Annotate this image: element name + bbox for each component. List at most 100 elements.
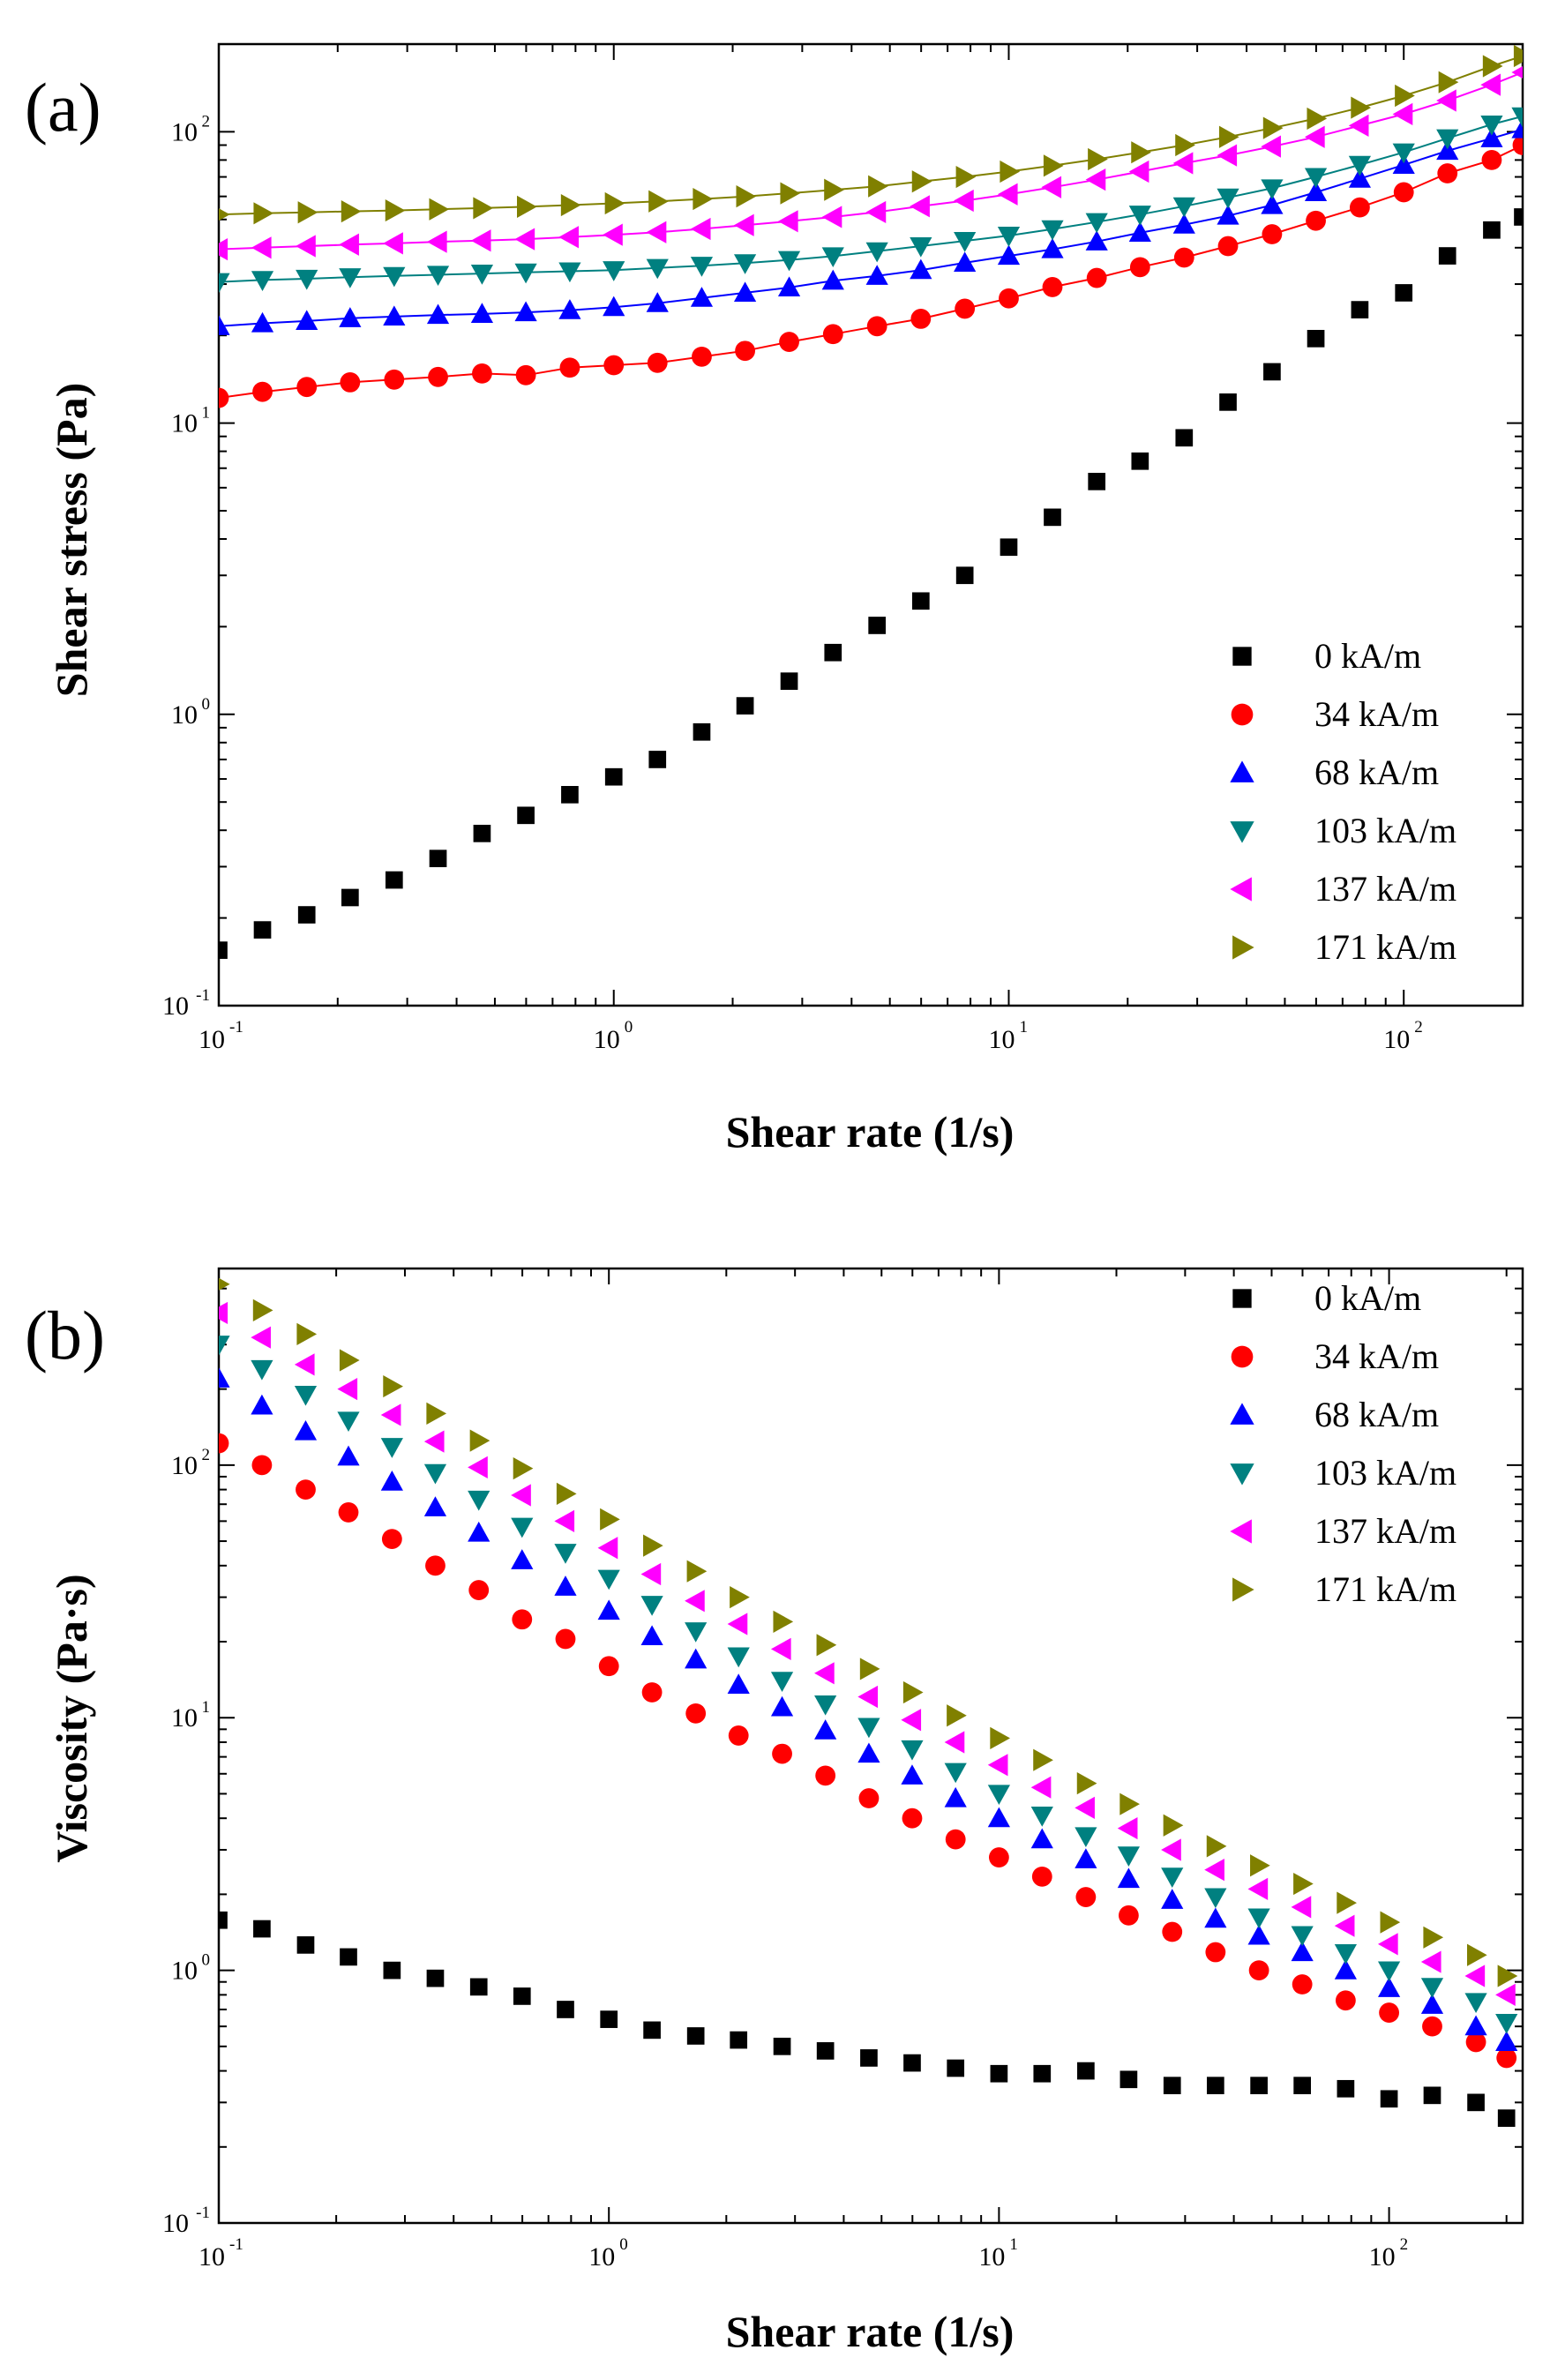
panel-a-series-0-ka-m-point <box>1000 538 1018 557</box>
panel-b-legend-item-137-ka-m-marker <box>1230 1519 1252 1544</box>
panel-b-series-68-ka-m-point <box>857 1742 880 1763</box>
panel-b-legend-item-137-ka-m-label: 137 kA/m <box>1314 1511 1456 1551</box>
panel-a-series-34-ka-m-point <box>603 355 625 376</box>
panel-b-series-137-ka-m-point <box>423 1430 445 1453</box>
panel-a-series-34-ka-m-point <box>1512 135 1523 155</box>
panel-b-series-171-ka-m-point <box>469 1429 490 1452</box>
panel-a-series-68-ka-m-point <box>1217 204 1239 225</box>
panel-a-x-tick-label: 10 <box>988 1025 1015 1054</box>
panel-a-legend: 0 kA/m 34 kA/m 68 kA/m 103 kA/m 137 kA/m 171 … <box>1230 636 1456 967</box>
panel-a-x-tick-label: 10 <box>198 1025 225 1054</box>
panel-a-series-0-ka-m-point <box>297 906 316 924</box>
panel-b-series-34-ka-m-point <box>1496 2047 1517 2069</box>
panel-a-series-34-ka-m-point <box>1393 182 1414 203</box>
panel-a-series-137-ka-m-point <box>1217 144 1238 167</box>
panel-b-series-68-ka-m-point <box>1420 1994 1444 2014</box>
panel-a-series-0-ka-m-point <box>1044 508 1061 527</box>
panel-b-series-137-ka-m-point <box>770 1637 791 1660</box>
panel-a-series-0-ka-m-point <box>868 617 887 634</box>
panel-a-series-137-ka-m-point <box>690 217 711 241</box>
panel-a-series-171-ka-m-point <box>1438 71 1459 94</box>
panel-a-series-0-ka-m-point <box>911 592 930 610</box>
panel-a-y-tick-exponent: -1 <box>196 986 210 1005</box>
panel-b-y-tick-exponent: -1 <box>196 2204 210 2222</box>
panel-b-series-34-ka-m-point <box>296 1479 316 1501</box>
panel-b-series-171-ka-m-point <box>859 1658 880 1680</box>
panel-a-series-103-ka-m-point <box>1041 220 1064 241</box>
panel-b-series-0-ka-m-point <box>643 2021 661 2039</box>
panel-b-series-171-ka-m-point <box>643 1534 663 1557</box>
panel-b-series-103-ka-m-point <box>1420 1978 1444 1998</box>
panel-b-x-tick-label: 10 <box>198 2242 225 2271</box>
panel-a-series-103-ka-m-point <box>1261 179 1284 199</box>
panel-a-series-34-ka-m-point <box>1129 257 1150 278</box>
panel-b-series-34-ka-m-point <box>425 1555 446 1576</box>
panel-b-series-0-ka-m-point <box>1380 2090 1398 2108</box>
panel-a-series-68-ka-m-point <box>954 251 977 272</box>
panel-a-series-137-ka-m-point <box>1511 65 1523 79</box>
panel-a-series-34-ka-m-point <box>296 377 318 398</box>
panel-a-series-0-ka-m-point <box>385 871 403 889</box>
panel-b-series-103-ka-m-point <box>468 1490 490 1511</box>
panel-b-series-103-ka-m-point <box>1117 1846 1140 1867</box>
panel-b-series-34-ka-m-point <box>945 1829 966 1850</box>
panel-a-series-103-ka-m-point <box>219 273 230 294</box>
panel-b-series-0-ka-m-point <box>947 2059 965 2077</box>
panel-b-y-tick-label: 10 <box>171 1451 198 1480</box>
panel-b-series-68-ka-m-point <box>1117 1867 1140 1889</box>
panel-b-series-34-ka-m-point <box>685 1703 707 1724</box>
panel-b-series-103-ka-m-point <box>1377 1961 1401 1982</box>
panel-a-series-68-ka-m-point <box>1511 117 1523 138</box>
panel-b-series-68-ka-m-point <box>1161 1889 1184 1909</box>
panel-a-series-34-ka-m-point <box>1262 224 1283 244</box>
panel-b-series-34-ka-m-point <box>1465 2032 1486 2053</box>
panel-b-series-0-ka-m-point <box>426 1969 445 1987</box>
panel-b-series-171-ka-m-point <box>1206 1835 1227 1858</box>
panel-a-series-68-ka-m-point <box>910 258 932 280</box>
panel-b-plot-frame <box>217 1267 1524 2225</box>
panel-a-series-103-ka-m-point <box>339 268 362 288</box>
panel-b-series-34-ka-m-point <box>512 1609 533 1630</box>
panel-b-series-0-ka-m-point <box>253 1920 271 1938</box>
panel-b-series-0-ka-m-point <box>557 2001 574 2018</box>
panel-b-series-0-ka-m-point <box>1293 2077 1312 2095</box>
panel-b-series-68-ka-m-point <box>337 1445 360 1466</box>
panel-b-series-34-ka-m-point <box>1379 2002 1399 2023</box>
panel-b-series-0-ka-m-point <box>816 2042 835 2060</box>
panel-a-series-171-ka-m-point <box>1218 125 1239 148</box>
panel-b-series-34-ka-m-point <box>1118 1905 1139 1926</box>
panel-a-series-137-ka-m-point <box>1436 89 1456 112</box>
panel-b-series-137-ka-m-point <box>380 1403 401 1426</box>
panel-a-series-68-ka-m-point <box>690 287 714 307</box>
panel-a-series-171-ka-m-point <box>1000 160 1021 183</box>
panel-a-series-34-ka-m-point <box>1042 277 1063 297</box>
panel-b-series-68-ka-m-point <box>1030 1828 1053 1849</box>
panel-b-series-68-ka-m-point <box>511 1549 534 1569</box>
panel-a-series-171-ka-m-point <box>1513 44 1523 68</box>
panel-b-series-137-ka-m-point <box>1377 1933 1398 1956</box>
panel-b-legend-item-0-ka-m-label: 0 kA/m <box>1314 1278 1421 1318</box>
panel-a-series-171-ka-m-point <box>955 165 977 189</box>
panel-b-series-0-ka-m-point <box>513 1987 531 2005</box>
panel-b-series-171-ka-m-point <box>383 1374 403 1398</box>
panel-a-series-0-ka-m-point <box>693 722 711 741</box>
panel-a-series-171-ka-m-point <box>1482 55 1503 78</box>
panel-a-series-34-ka-m-point <box>1086 267 1107 288</box>
panel-b-series-34-ka-m-point <box>598 1656 619 1677</box>
panel-a-series-171-ka-m-point <box>1175 133 1195 157</box>
panel-b-series-0-ka-m-point <box>383 1961 401 1980</box>
panel-b-series-137-ka-m-point <box>1420 1950 1441 1973</box>
panel-b-series-103-ka-m-point <box>1075 1827 1097 1848</box>
panel-a-series-0-ka-m-point <box>1438 247 1456 265</box>
panel-a-series-137-ka-m-point <box>470 229 491 252</box>
panel-a-series-0-ka-m-point <box>253 921 272 939</box>
panel-a-series-103-ka-m-point <box>1128 206 1151 226</box>
panel-a-series-137-ka-m-point <box>296 235 316 258</box>
panel-b-series-103-ka-m-point <box>987 1785 1010 1806</box>
panel-b-series-34-ka-m-point <box>1031 1866 1052 1887</box>
panel-b-legend-item-171-ka-m-marker <box>1232 1577 1254 1602</box>
panel-b-legend-item-171-ka-m-label: 171 kA/m <box>1314 1569 1456 1609</box>
panel-a-series-0-ka-m-point <box>1483 221 1501 239</box>
panel-a-series-68-ka-m-point <box>1172 213 1195 234</box>
